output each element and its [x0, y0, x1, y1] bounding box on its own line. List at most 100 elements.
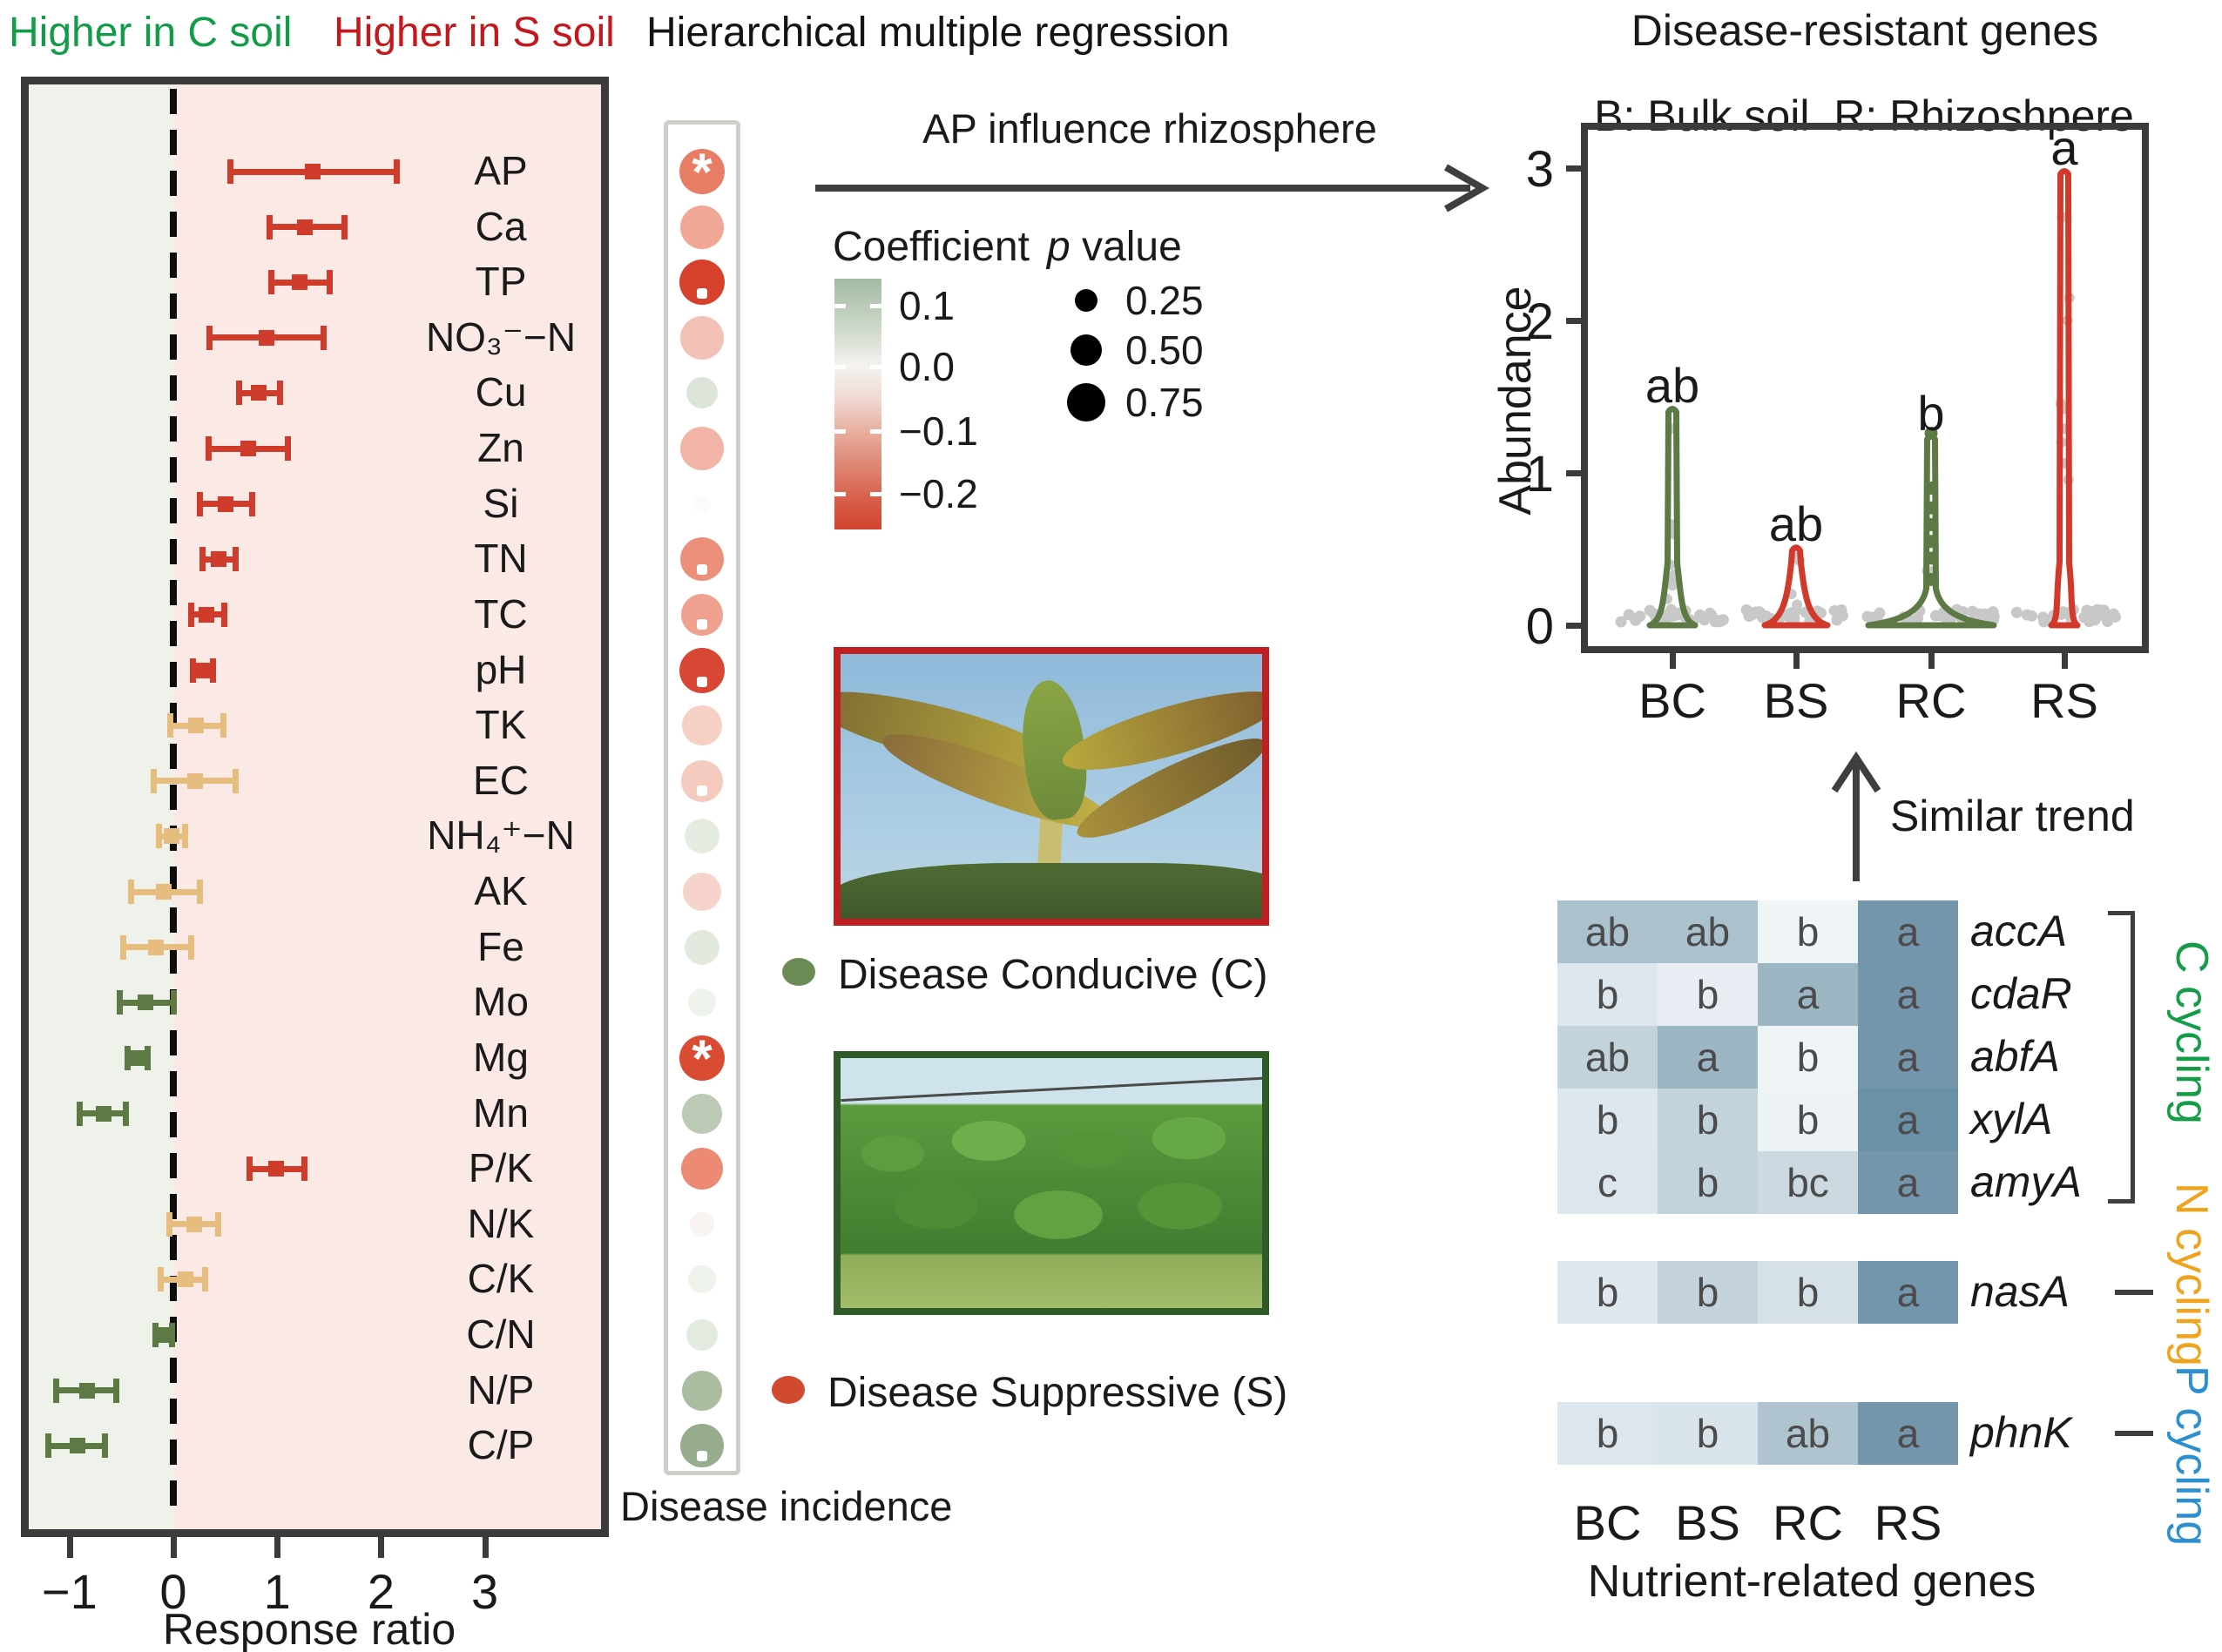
p-rest: value: [1070, 224, 1182, 270]
coefficient-dot: [679, 1035, 725, 1081]
row-label: AP: [474, 148, 528, 193]
ci-cap-high: [209, 657, 216, 683]
coefficient-dot: [682, 1093, 722, 1134]
p-italic: p: [1047, 224, 1070, 270]
heatmap-cell-letter: a: [1896, 909, 1920, 954]
x-tick-label: 0: [159, 1564, 187, 1619]
diseased-banana-photo: [834, 647, 1269, 926]
row-label: EC: [473, 757, 529, 803]
gene-label: abfA: [1970, 1032, 2060, 1081]
heatmap-cell-letter: b: [1696, 1160, 1719, 1205]
zero-dashed-line: [170, 375, 177, 401]
row-label: P/K: [468, 1145, 534, 1191]
heatmap-cell: a: [1858, 963, 1958, 1026]
ci-cap-low: [45, 1433, 52, 1459]
zero-dashed-line: [170, 416, 177, 442]
higher-in-s-label: Higher in S soil: [334, 10, 615, 56]
gene-label: amyA: [1970, 1157, 2082, 1206]
group-dash: [2115, 1290, 2153, 1295]
row-label: TP: [475, 259, 527, 305]
x-tick: [66, 1537, 73, 1558]
zero-dashed-line: [170, 171, 177, 196]
heatmap-cell: b: [1758, 1089, 1858, 1151]
point-estimate: [70, 1438, 86, 1454]
point-estimate: [268, 1161, 284, 1177]
row-label: Mn: [473, 1089, 529, 1136]
pvalue-size-label: 0.25: [1125, 278, 1204, 323]
pvalue-size-label: 0.50: [1125, 327, 1204, 373]
colorbar-tick-notch: [870, 365, 881, 369]
heatmap-cell-letter: b: [1596, 972, 1619, 1017]
heatmap-cell: ab: [1758, 1402, 1858, 1465]
cycling-group-label: C cycling: [2166, 941, 2217, 1124]
heatmap-cell: c: [1557, 1151, 1658, 1214]
zero-dashed-line: [170, 212, 177, 237]
c-cycling-bracket: [2108, 911, 2132, 915]
heatmap-cell-letter: b: [1696, 1270, 1719, 1315]
ci-cap-low: [267, 270, 274, 295]
significance-letter: ab: [1645, 358, 1700, 413]
ci-cap-high: [327, 270, 334, 295]
y-tick-label: 2: [1525, 293, 1554, 350]
colorbar-tick-notch: [834, 492, 846, 496]
heatmap-cell-letter: b: [1796, 1097, 1820, 1143]
dot-significance-period: [697, 1451, 707, 1462]
heatmap-cell-letter: b: [1796, 1270, 1820, 1315]
ci-cap-high: [144, 1045, 151, 1070]
zero-dashed-line: [170, 457, 177, 482]
ci-cap-high: [170, 990, 177, 1015]
row-label: TK: [475, 702, 527, 748]
coefficient-dot: [685, 929, 719, 965]
colorbar-tick-notch: [870, 304, 881, 308]
colorbar-tick-notch: [834, 429, 846, 434]
y-tick: [1566, 470, 1581, 476]
zero-dashed-line: [170, 1276, 177, 1301]
row-label: Mo: [473, 979, 529, 1025]
gene-label: xylA: [1970, 1095, 2053, 1143]
violin-subtitle: B: Bulk soil R: Rhizoshpere: [1594, 91, 2134, 140]
dot-significance-asterisk: *: [692, 143, 713, 202]
dot-significance-period: [697, 288, 707, 300]
ci-cap-low: [235, 381, 242, 406]
y-tick: [1566, 165, 1581, 172]
ci-cap-high: [219, 713, 226, 738]
x-tick: [274, 1537, 281, 1558]
ci-cap-high: [101, 1433, 108, 1459]
foliage-strip: [841, 863, 1262, 919]
heatmap-cell-letter: b: [1596, 1411, 1619, 1456]
heatmap-cell-letter: a: [1896, 1097, 1920, 1143]
row-label: TN: [474, 536, 528, 582]
forest-frame: [21, 77, 609, 1537]
similar-trend-arrow: [1831, 751, 1881, 881]
heatmap-cell-letter: a: [1896, 1411, 1920, 1456]
dot-significance-period: [697, 618, 707, 630]
heatmap-column-label: BS: [1675, 1495, 1740, 1550]
ci-cap-high: [249, 491, 256, 516]
colorbar-tick-label: −0.1: [899, 408, 978, 454]
ci-cap-high: [233, 547, 240, 572]
heatmap-column-label: RC: [1773, 1495, 1843, 1550]
row-label: N/K: [467, 1200, 535, 1246]
heatmap-cell: b: [1658, 1261, 1758, 1324]
heatmap-cell: a: [1858, 1089, 1958, 1151]
x-tick-label: 1: [263, 1564, 291, 1619]
point-estimate: [188, 718, 205, 734]
heatmap-cell: b: [1758, 1261, 1858, 1324]
significance-letter: ab: [1768, 496, 1824, 552]
x-tick: [171, 1537, 177, 1558]
gene-label: cdaR: [1970, 969, 2072, 1018]
zero-dashed-line: [170, 1480, 177, 1506]
violin-title: Disease-resistant genes: [1631, 6, 2099, 55]
pvalue-circle: [1075, 289, 1097, 312]
ci-cap-high: [187, 934, 194, 960]
forest-bg-suppressive: [173, 84, 601, 1529]
violin-x-tick: [1670, 653, 1676, 669]
heatmap-cell: b: [1658, 1151, 1758, 1214]
zero-dashed-line: [170, 89, 177, 114]
row-label: C/P: [467, 1422, 535, 1468]
ci-cap-high: [277, 381, 284, 406]
coefficient-dot: [681, 1148, 723, 1190]
heatmap-column-label: BC: [1573, 1495, 1642, 1550]
coefficient-dot: [683, 873, 721, 912]
zero-dashed-line: [170, 498, 177, 523]
